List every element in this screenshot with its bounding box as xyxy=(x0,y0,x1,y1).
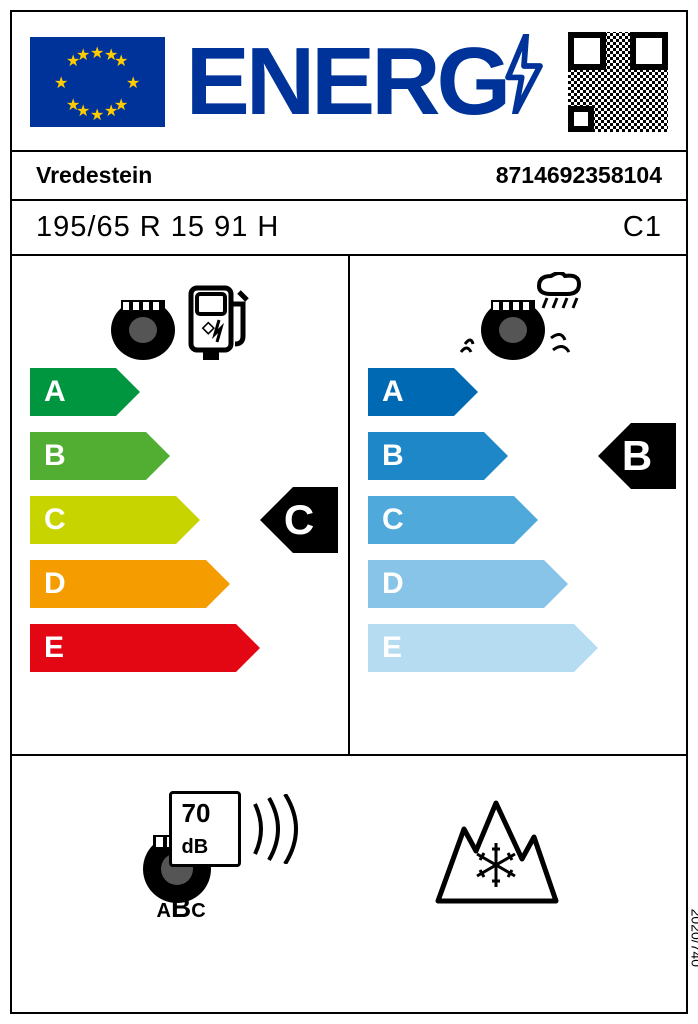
footer: 70 dB ABC xyxy=(12,754,686,949)
energ-title: ENERG xyxy=(179,34,554,130)
rating-bar-letter: D xyxy=(382,567,404,601)
header: ★ ★ ★ ★ ★ ★ ★ ★ ★ ★ ★ ★ ENERG xyxy=(12,12,686,150)
wet-rating-value: B xyxy=(622,432,652,480)
ean-number: 8714692358104 xyxy=(496,162,662,189)
rating-bar: E xyxy=(368,624,668,672)
tyre-class: C1 xyxy=(623,211,662,244)
rating-bar: C xyxy=(368,496,668,544)
ratings: ⬦ ABCDE C ABCDE B xyxy=(12,254,686,754)
tyre-size: 195/65 R 15 91 H xyxy=(36,211,279,244)
wet-grip-icon xyxy=(368,268,668,368)
noise-class-scale: ABC xyxy=(157,892,206,924)
rating-bar-letter: B xyxy=(382,439,404,473)
rating-bar: E xyxy=(30,624,330,672)
fuel-rating-value: C xyxy=(284,496,314,544)
rating-bar-letter: E xyxy=(382,631,402,665)
eu-flag-icon: ★ ★ ★ ★ ★ ★ ★ ★ ★ ★ ★ ★ xyxy=(30,37,165,127)
snow-grip-icon xyxy=(426,793,566,913)
fuel-efficiency-icon: ⬦ xyxy=(30,268,330,368)
rating-bar-letter: A xyxy=(44,375,66,409)
id-row: Vredestein 8714692358104 xyxy=(12,150,686,199)
rating-bar: A xyxy=(30,368,330,416)
rating-bar: B xyxy=(30,432,330,480)
fuel-efficiency-column: ⬦ ABCDE C xyxy=(12,256,348,754)
rating-bar-letter: E xyxy=(44,631,64,665)
tyre-energy-label: ★ ★ ★ ★ ★ ★ ★ ★ ★ ★ ★ ★ ENERG Vredestein… xyxy=(10,10,688,1014)
rating-bar-letter: D xyxy=(44,567,66,601)
noise-section: 70 dB ABC xyxy=(133,785,233,920)
qr-code-icon xyxy=(568,32,668,132)
wet-grip-column: ABCDE B xyxy=(348,256,686,754)
rating-bar-letter: C xyxy=(44,503,66,537)
lightning-icon xyxy=(501,34,547,114)
svg-text:⬦: ⬦ xyxy=(201,317,215,337)
noise-class-selected: B xyxy=(171,892,191,923)
sound-waves-icon xyxy=(247,794,299,864)
noise-db-value: 70 xyxy=(182,798,211,828)
rating-bar-letter: B xyxy=(44,439,66,473)
brand-name: Vredestein xyxy=(36,162,152,189)
size-row: 195/65 R 15 91 H C1 xyxy=(12,199,686,254)
noise-db-box: 70 dB xyxy=(169,791,242,867)
rating-bar: A xyxy=(368,368,668,416)
rating-bar: D xyxy=(30,560,330,608)
regulation-number: 2020/740 xyxy=(688,909,698,967)
energ-text: ENERG xyxy=(186,28,507,135)
wet-bars: ABCDE xyxy=(368,368,668,672)
rating-bar: D xyxy=(368,560,668,608)
noise-db-unit: dB xyxy=(182,836,209,858)
rating-bar-letter: A xyxy=(382,375,404,409)
rating-bar-letter: C xyxy=(382,503,404,537)
